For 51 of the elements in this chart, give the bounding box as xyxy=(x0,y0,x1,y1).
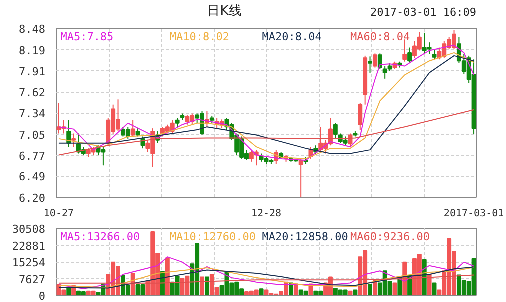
candlestick xyxy=(402,39,408,62)
bar xyxy=(165,258,170,296)
y-tick-label: 7.05 xyxy=(19,128,46,142)
candlestick xyxy=(130,120,136,138)
candlestick xyxy=(72,133,76,148)
bar xyxy=(200,276,204,296)
bar xyxy=(204,276,210,296)
y-tick-label: 8.19 xyxy=(19,44,46,58)
bar xyxy=(432,282,437,296)
bar xyxy=(66,288,72,296)
y-tick-label: 6.49 xyxy=(19,170,46,184)
text: MA5:13266.00 xyxy=(60,230,140,244)
bar xyxy=(427,274,432,296)
y-tick-label: 7.34 xyxy=(19,108,46,120)
x-tick-label: 10-27 xyxy=(44,208,74,220)
candlestick xyxy=(372,53,378,68)
bar xyxy=(348,290,353,296)
text: MA20:12858.00 xyxy=(262,230,348,244)
bar xyxy=(392,282,398,296)
y-tick-label: 15254 xyxy=(12,256,46,270)
y-tick-label: 7.91 xyxy=(19,65,46,78)
text: MA60:9236.00 xyxy=(350,230,430,244)
y-tick-label: 6.20 xyxy=(19,192,46,205)
text: MA10:12760.00 xyxy=(170,230,256,244)
line-series xyxy=(58,256,475,290)
y-tick-label: 8.48 xyxy=(19,23,46,36)
bar xyxy=(259,288,264,296)
bar xyxy=(353,290,358,296)
y-tick-label: 7.62 xyxy=(19,86,46,100)
text: MA20:8.04 xyxy=(262,30,322,44)
line-series xyxy=(58,110,475,156)
text: 2017-03-01 16:09 xyxy=(370,6,477,20)
candlestick xyxy=(358,102,363,131)
chart-title: 日K线 xyxy=(207,4,242,20)
text: MA60:8.04 xyxy=(350,30,410,44)
candlestick xyxy=(378,53,382,70)
y-tick-label: 6.77 xyxy=(19,150,46,163)
candlestick xyxy=(408,47,412,64)
text: MA5:7.85 xyxy=(60,30,114,44)
y-tick-label: 22881 xyxy=(12,240,46,253)
bar xyxy=(368,284,372,296)
candlestick xyxy=(298,158,304,198)
candlestick xyxy=(432,48,437,60)
y-tick-label: 0 xyxy=(38,290,46,302)
y-tick-label: 7627 xyxy=(19,273,46,286)
y-tick-label: 30508 xyxy=(12,223,46,236)
text: MA10:8.02 xyxy=(170,30,230,44)
line-series xyxy=(58,274,475,284)
x-tick-label: 2017-03-01 xyxy=(444,208,504,220)
candlestick xyxy=(368,56,372,74)
x-tick-label: 12-28 xyxy=(251,208,282,220)
